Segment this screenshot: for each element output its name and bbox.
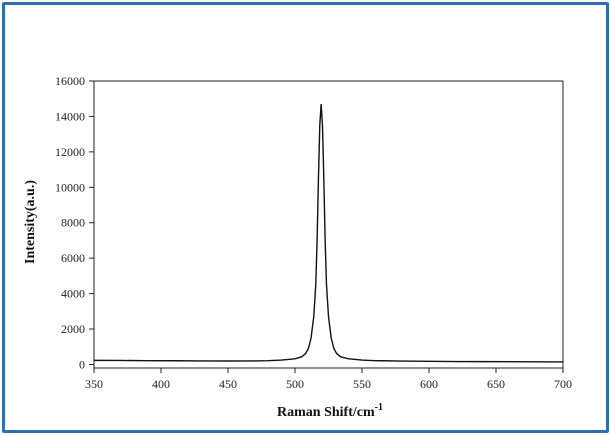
- x-tick-label: 650: [487, 377, 505, 391]
- x-tick-label: 400: [152, 377, 170, 391]
- plot-border: [93, 80, 564, 369]
- series-line: [93, 103, 564, 363]
- y-tick-label: 16000: [55, 74, 85, 88]
- y-tick-label: 14000: [55, 109, 85, 123]
- axes: [93, 80, 564, 369]
- x-tick-label: 350: [85, 377, 103, 391]
- y-tick-label: 4000: [61, 287, 85, 301]
- y-tick-label: 10000: [55, 180, 85, 194]
- x-tick-label: 600: [420, 377, 438, 391]
- x-tick-label: 450: [219, 377, 237, 391]
- y-tick-label: 6000: [61, 251, 85, 265]
- x-tick-label: 500: [286, 377, 304, 391]
- x-axis-title: Raman Shift/cm-1: [277, 402, 383, 420]
- y-tick-label: 0: [79, 357, 85, 371]
- y-tick-label: 8000: [61, 216, 85, 230]
- y-tick-label: 2000: [61, 322, 85, 336]
- y-tick-label: 12000: [55, 145, 85, 159]
- y-axis-title: Intensity(a.u.): [23, 180, 38, 264]
- x-tick-label: 550: [353, 377, 371, 391]
- x-tick-label: 700: [554, 377, 572, 391]
- ticks: 350 400 450 500 550 600 650 700 0 2000 4000 6000 800…: [55, 74, 572, 391]
